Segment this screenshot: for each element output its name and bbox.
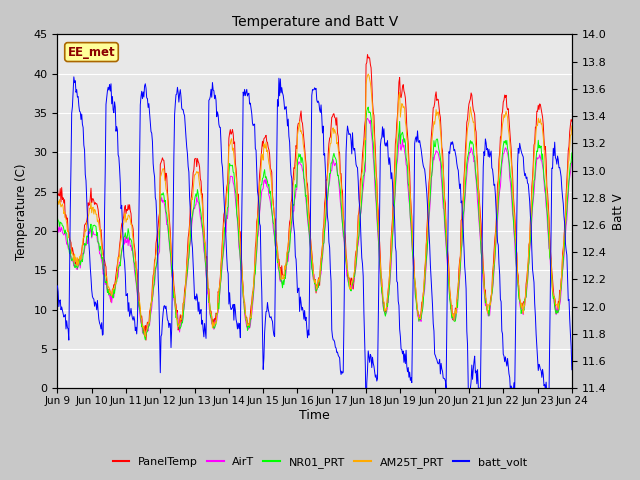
Title: Temperature and Batt V: Temperature and Batt V (232, 15, 397, 29)
Text: EE_met: EE_met (68, 46, 115, 59)
X-axis label: Time: Time (300, 409, 330, 422)
Y-axis label: Temperature (C): Temperature (C) (15, 163, 28, 260)
Y-axis label: Batt V: Batt V (612, 193, 625, 229)
Legend: PanelTemp, AirT, NR01_PRT, AM25T_PRT, batt_volt: PanelTemp, AirT, NR01_PRT, AM25T_PRT, ba… (108, 452, 532, 472)
